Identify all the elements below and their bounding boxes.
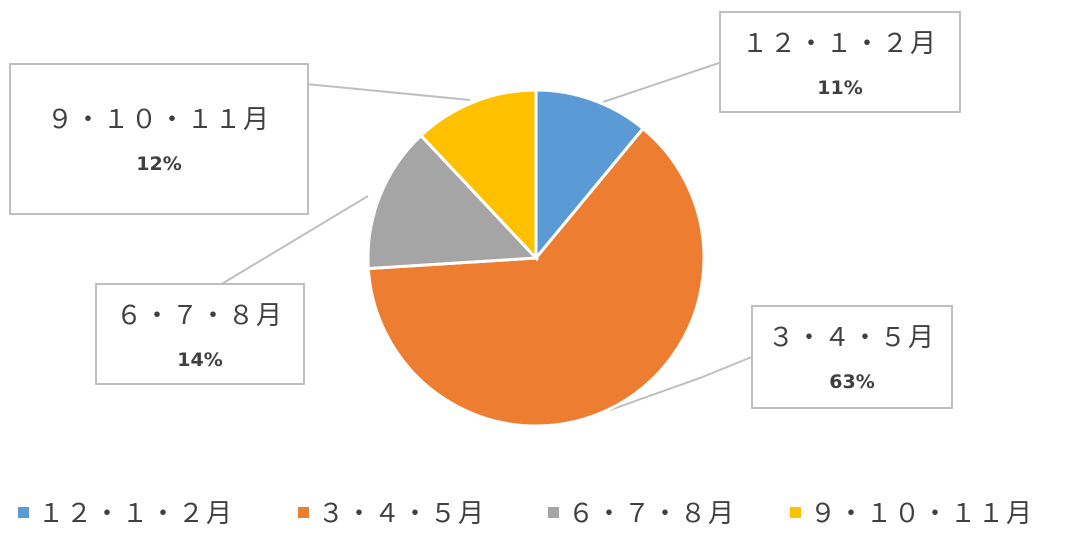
callout-3: ９・１０・１１月 12% [9, 63, 309, 215]
leader-line-0 [602, 61, 723, 103]
legend-label-2: ６・７・８月 [568, 499, 736, 529]
legend-swatch-0 [18, 507, 29, 518]
legend-label-3: ９・１０・１１月 [810, 499, 1034, 529]
leader-lines [214, 61, 755, 411]
callout-0: １２・１・２月 11% [719, 11, 961, 113]
callout-category-label-2: ６・７・８月 [116, 301, 284, 331]
legend-item-2: ６・７・８月 [548, 499, 736, 529]
data-callouts: １２・１・２月 11% ３・４・５月 63% ６・７・８月 14% ９・１０・１１月 12% [9, 11, 961, 409]
callout-2: ６・７・８月 14% [95, 283, 305, 385]
callout-category-label-3: ９・１０・１１月 [47, 105, 271, 135]
legend-swatch-3 [790, 507, 801, 518]
legend-item-3: ９・１０・１１月 [790, 499, 1034, 529]
legend-swatch-2 [548, 507, 559, 518]
pie-slice-1 [366, 126, 706, 428]
callout-box-2 [95, 283, 305, 385]
legend-label-1: ３・４・５月 [318, 499, 486, 529]
callout-percent-label-1: 63% [829, 371, 874, 393]
pie-slices [366, 88, 706, 428]
pie-slice-0 [534, 88, 646, 263]
legend: １２・１・２月 ３・４・５月 ６・７・８月 ９・１０・１１月 [18, 499, 1034, 529]
callout-percent-label-3: 12% [136, 153, 181, 175]
legend-swatch-1 [298, 507, 309, 518]
callout-1: ３・４・５月 63% [751, 305, 953, 409]
callout-box-0 [719, 11, 961, 113]
legend-item-1: ３・４・５月 [298, 499, 486, 529]
leader-line-1 [609, 355, 755, 411]
legend-item-0: １２・１・２月 [18, 499, 234, 529]
pie-slice-3 [418, 88, 538, 262]
callout-percent-label-0: 11% [817, 77, 862, 99]
leader-line-3 [305, 83, 471, 101]
callout-category-label-1: ３・４・５月 [768, 323, 936, 353]
callout-category-label-0: １２・１・２月 [742, 29, 938, 59]
callout-box-3 [9, 63, 309, 215]
pie-slice-2 [366, 133, 540, 271]
leader-line-2 [214, 195, 369, 289]
callout-box-1 [751, 305, 953, 409]
legend-label-0: １２・１・２月 [38, 499, 234, 529]
callout-percent-label-2: 14% [177, 349, 222, 371]
